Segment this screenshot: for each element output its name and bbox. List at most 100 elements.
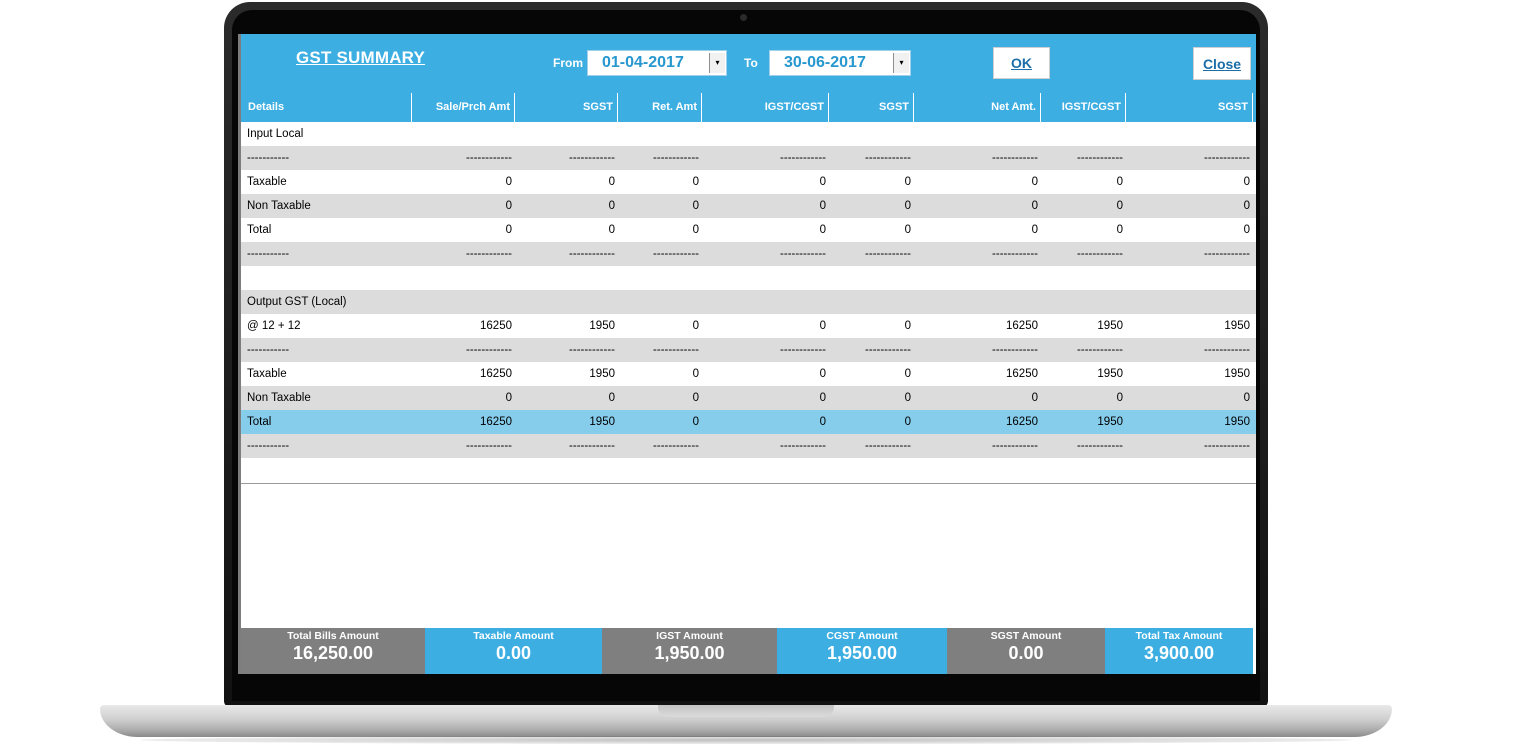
total-label: Total Bills Amount [287, 630, 379, 642]
table-row[interactable]: @ 12 + 12 16250 1950 0 0 0 16250 1950 1950 [241, 314, 1256, 338]
to-date-picker[interactable]: 30-06-2017 ▾ [769, 50, 911, 76]
page-title: GST SUMMARY [296, 48, 426, 67]
table-cell: 0 [1031, 176, 1038, 188]
table-cell: 16250 [1006, 416, 1038, 428]
table-cell: 0 [1116, 224, 1123, 236]
table-cell: @ 12 + 12 [247, 320, 301, 332]
total-box: IGST Amount 1,950.00 [602, 628, 777, 674]
table-cell: ------------ [865, 440, 911, 452]
table-cell [1126, 266, 1253, 290]
table-row[interactable]: Total 16250 1950 0 0 0 16250 1950 1950 [241, 410, 1256, 434]
table-row[interactable]: Taxable 16250 1950 0 0 0 16250 1950 1950 [241, 362, 1256, 386]
table-cell: 1950 [1224, 368, 1250, 380]
table-cell: 0 [819, 416, 826, 428]
table-row[interactable] [241, 266, 1256, 290]
table-cell: 1950 [1224, 320, 1250, 332]
table-cell [829, 458, 914, 482]
table-cell [914, 266, 1041, 290]
from-date-value[interactable]: 01-04-2017 [602, 54, 684, 71]
from-dropdown-icon[interactable]: ▾ [709, 53, 725, 73]
total-label: IGST Amount [656, 630, 723, 642]
table-cell: Output GST (Local) [247, 296, 347, 308]
total-value: 16,250.00 [292, 643, 374, 663]
table-cell: 1950 [589, 368, 615, 380]
from-date-picker[interactable]: 01-04-2017 ▾ [587, 50, 727, 76]
table-cell: 0 [1243, 200, 1250, 212]
table-row[interactable] [241, 458, 1256, 482]
table-row[interactable]: ----------- ------------ ------------ -----… [241, 338, 1256, 362]
table-cell: ------------ [1204, 248, 1250, 260]
column-header[interactable]: Ret. Amt [618, 93, 702, 122]
total-value: 0.00 [1008, 643, 1044, 663]
table-cell: ------------ [569, 440, 615, 452]
table-cell: 0 [819, 368, 826, 380]
ok-button[interactable]: OK [993, 47, 1050, 79]
total-box: CGST Amount 1,950.00 [777, 628, 947, 674]
column-header[interactable]: SGST [829, 93, 914, 122]
column-header[interactable]: Net Amt. [914, 93, 1041, 122]
column-header[interactable]: SGST [1126, 93, 1253, 122]
table-cell: 0 [819, 200, 826, 212]
table-row[interactable]: ----------- ------------ ------------ -----… [241, 434, 1256, 458]
table-row[interactable]: ----------- - ----------- - ----------- - ----… [241, 242, 1256, 266]
table-cell: ------------ [466, 152, 512, 164]
table-row[interactable]: ----------- - ----------- - ----------- - ----… [241, 146, 1256, 170]
table-row[interactable]: Output GST (Local) [241, 290, 1256, 314]
table-cell: ------------ [466, 248, 512, 260]
total-value: 0.00 [495, 643, 532, 663]
total-value: 3,900.00 [1143, 643, 1215, 663]
table-cell: 0 [692, 368, 699, 380]
table-row[interactable]: Input Local [241, 122, 1256, 146]
table-cell: 0 [819, 176, 826, 188]
table-cell: 0 [692, 320, 699, 332]
table-cell: 0 [692, 224, 699, 236]
column-header[interactable]: Details [244, 93, 412, 122]
table-cell [412, 266, 515, 290]
table-cell: 16250 [480, 416, 512, 428]
to-date-value[interactable]: 30-06-2017 [784, 54, 866, 71]
column-header[interactable]: Sale/Prch Amt [412, 93, 515, 122]
table-cell: ------------ [1077, 248, 1123, 260]
table-cell: ------------ [865, 152, 911, 164]
table-cell: 0 [904, 176, 911, 188]
column-header[interactable]: SGST [515, 93, 618, 122]
table-row[interactable]: Total 0 0 0 0 0 0 0 0 [241, 218, 1256, 242]
total-label: Taxable Amount [473, 630, 554, 642]
table-cell: ------------ [653, 248, 699, 260]
grid-bottom-line [241, 483, 1256, 484]
table-cell [244, 458, 412, 482]
table-row[interactable]: Taxable 0 0 0 0 0 0 0 0 [241, 170, 1256, 194]
table-cell: ------------ [992, 152, 1038, 164]
total-value: 1,950.00 [826, 643, 898, 663]
table-cell: 0 [1031, 392, 1038, 404]
table-cell [1126, 458, 1253, 482]
total-label: CGST Amount [826, 630, 898, 642]
table-cell: ------------ [569, 152, 615, 164]
table-cell [412, 458, 515, 482]
table-cell: Taxable [247, 176, 287, 188]
table-cell: 0 [904, 392, 911, 404]
table-row[interactable]: Non Taxable 0 0 0 0 0 0 0 0 [241, 386, 1256, 410]
table-cell: ------------ [992, 344, 1038, 356]
table-cell: ------------ [780, 248, 826, 260]
table-cell: ------------ [992, 248, 1038, 260]
table-cell [702, 458, 829, 482]
column-header[interactable]: IGST/CGST [1041, 93, 1126, 122]
table-row[interactable]: Non Taxable 0 0 0 0 0 0 0 0 [241, 194, 1256, 218]
column-header[interactable]: IGST/CGST [702, 93, 829, 122]
table-cell: 0 [608, 176, 615, 188]
table-cell: 0 [1243, 392, 1250, 404]
table-cell: 0 [904, 200, 911, 212]
total-box: Total Tax Amount 3,900.00 [1105, 628, 1253, 674]
table-cell [829, 266, 914, 290]
table-cell: 0 [505, 200, 512, 212]
close-button[interactable]: Close [1193, 47, 1251, 80]
total-box: Taxable Amount 0.00 [425, 628, 602, 674]
table-cell: ------------ [1077, 344, 1123, 356]
table-cell [412, 122, 515, 146]
to-dropdown-icon[interactable]: ▾ [893, 53, 909, 73]
table-cell [1126, 290, 1253, 314]
table-cell: 0 [608, 200, 615, 212]
table-cell: 0 [692, 392, 699, 404]
table-cell [515, 122, 618, 146]
